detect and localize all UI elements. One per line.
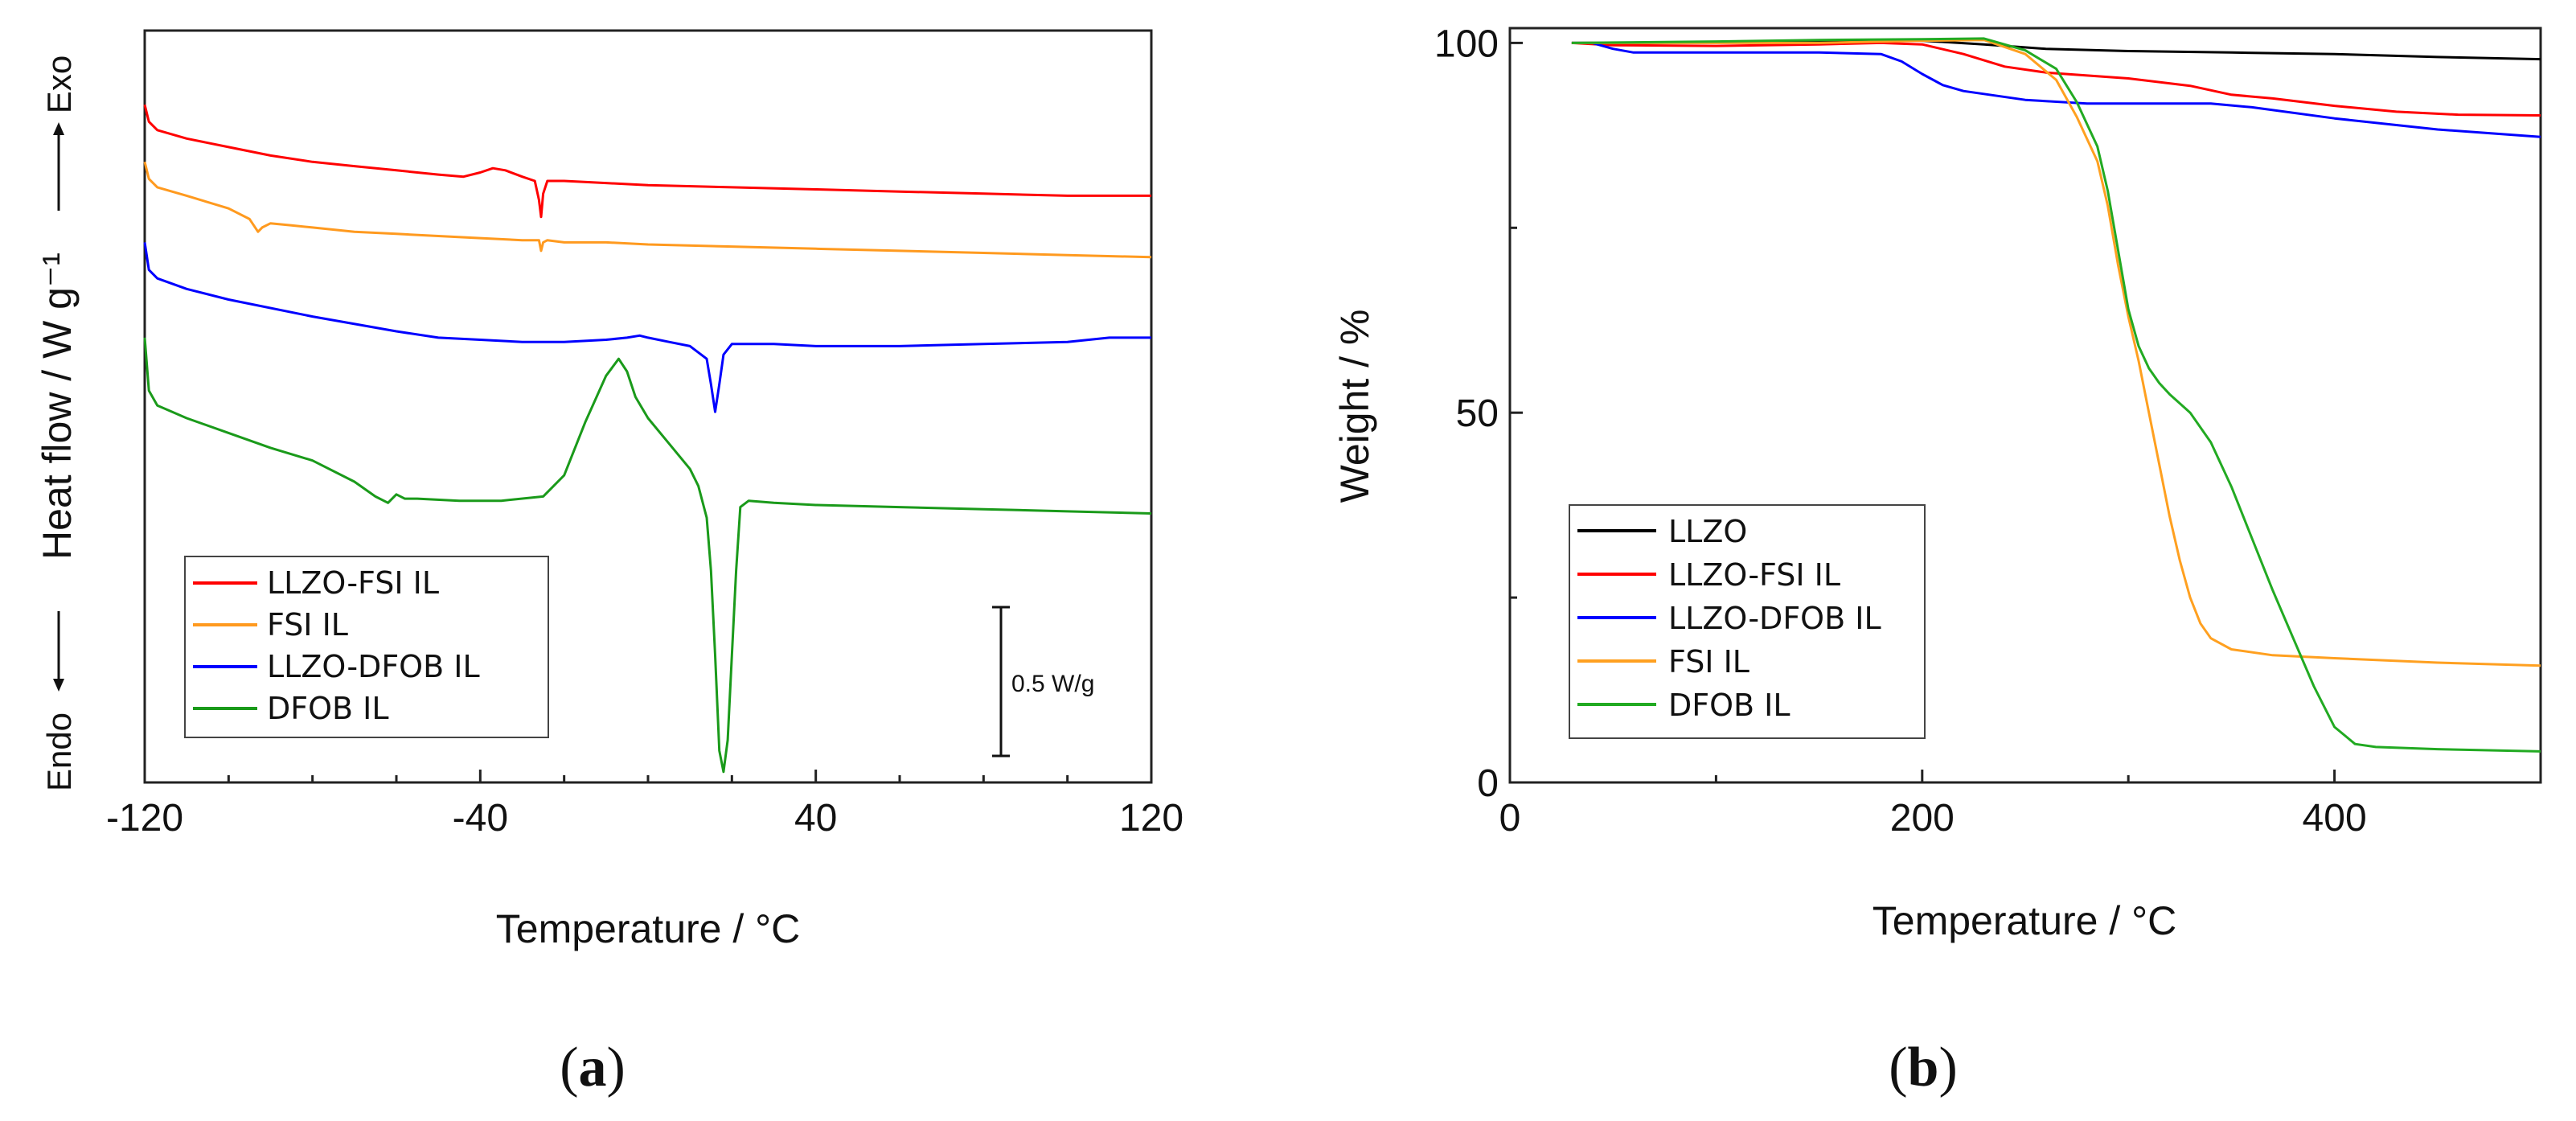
panel-b-series-line [1571, 37, 2541, 753]
panel-a-series-line [143, 242, 1151, 413]
panel-b-x-ticks: 0 200 400 [1499, 770, 2542, 840]
panel-b-x-tick-label: 0 [1499, 797, 1521, 840]
scale-bar-label: 0.5 W/g [1011, 671, 1094, 697]
panel-a-x-tick-label: 120 [1119, 797, 1183, 840]
panel-b-y-ticks: 0 50 100 [1434, 23, 1523, 805]
panel-a-ylabel: Heat flow / W g⁻¹ [35, 253, 80, 560]
panel-a-exo-arrowhead [53, 122, 64, 135]
panel-b-legend-entry: DFOB IL [1668, 688, 1790, 723]
panel-b-caption: (b) [1889, 1037, 1958, 1098]
panel-b-legend-entry: FSI IL [1668, 644, 1749, 680]
panel-a-chart: -120 -40 40 120 Heat flow / W g⁻¹ Exo Endo … [35, 29, 1183, 1098]
panel-b-series-group [1571, 37, 2541, 753]
panel-b-y-tick-label: 0 [1477, 762, 1499, 805]
panel-b-y-tick-label: 100 [1434, 23, 1499, 65]
panel-a-legend-entry: LLZO-FSI IL [267, 565, 439, 601]
panel-b-ylabel: Weight / % [1332, 310, 1377, 503]
panel-b-legend-box [1569, 504, 1926, 739]
panel-a-scale-bar: 0.5 W/g [992, 606, 1094, 758]
panel-a-endo-arrowhead [53, 679, 64, 692]
panel-a-series-line [143, 104, 1151, 219]
panel-b-xlabel: Temperature / °C [1873, 898, 2176, 943]
panel-a-legend-entry: LLZO-DFOB IL [267, 649, 480, 684]
panel-a-x-tick-label: 40 [794, 797, 837, 840]
panel-a-legend-entry: FSI IL [267, 607, 348, 643]
panel-b-legend-entry: LLZO [1668, 514, 1747, 549]
panel-b-x-tick-label: 400 [2303, 797, 2367, 840]
panel-b-series-line [1571, 41, 2541, 138]
panel-a-series-group [143, 104, 1152, 774]
panel-b-legend-entry: LLZO-DFOB IL [1668, 601, 1881, 636]
panel-a-xlabel: Temperature / °C [496, 906, 800, 951]
panel-a-legend: LLZO-FSI IL FSI IL LLZO-DFOB IL DFOB IL [184, 556, 549, 738]
panel-b-x-tick-label: 200 [1890, 797, 1955, 840]
panel-a-series-line [143, 161, 1152, 259]
panel-a-x-tick-label: -120 [106, 797, 183, 840]
panel-b-y-tick-label: 50 [1456, 392, 1499, 435]
panel-a-series-line [143, 337, 1152, 774]
panel-b-legend: LLZO LLZO-FSI IL LLZO-DFOB IL FSI IL DFOB IL [1569, 504, 1926, 739]
panel-a-caption: (a) [560, 1037, 626, 1098]
panel-a-endo-label: Endo [40, 712, 78, 791]
panel-b-series-line [1571, 39, 2541, 667]
panel-b-legend-entry: LLZO-FSI IL [1668, 557, 1840, 593]
panel-b-frame [1508, 27, 2542, 784]
panel-a-y-axis-label-group: Heat flow / W g⁻¹ Exo Endo [35, 55, 80, 791]
panel-a-x-tick-label: -40 [453, 797, 508, 840]
panel-a-exo-label: Exo [40, 55, 78, 113]
panel-a-x-ticks: -120 -40 40 120 [106, 770, 1183, 840]
panel-a-legend-entry: DFOB IL [267, 691, 389, 726]
panel-b-chart: 0 200 400 0 50 100 Weight / % Temperature / … [1332, 23, 2542, 1098]
